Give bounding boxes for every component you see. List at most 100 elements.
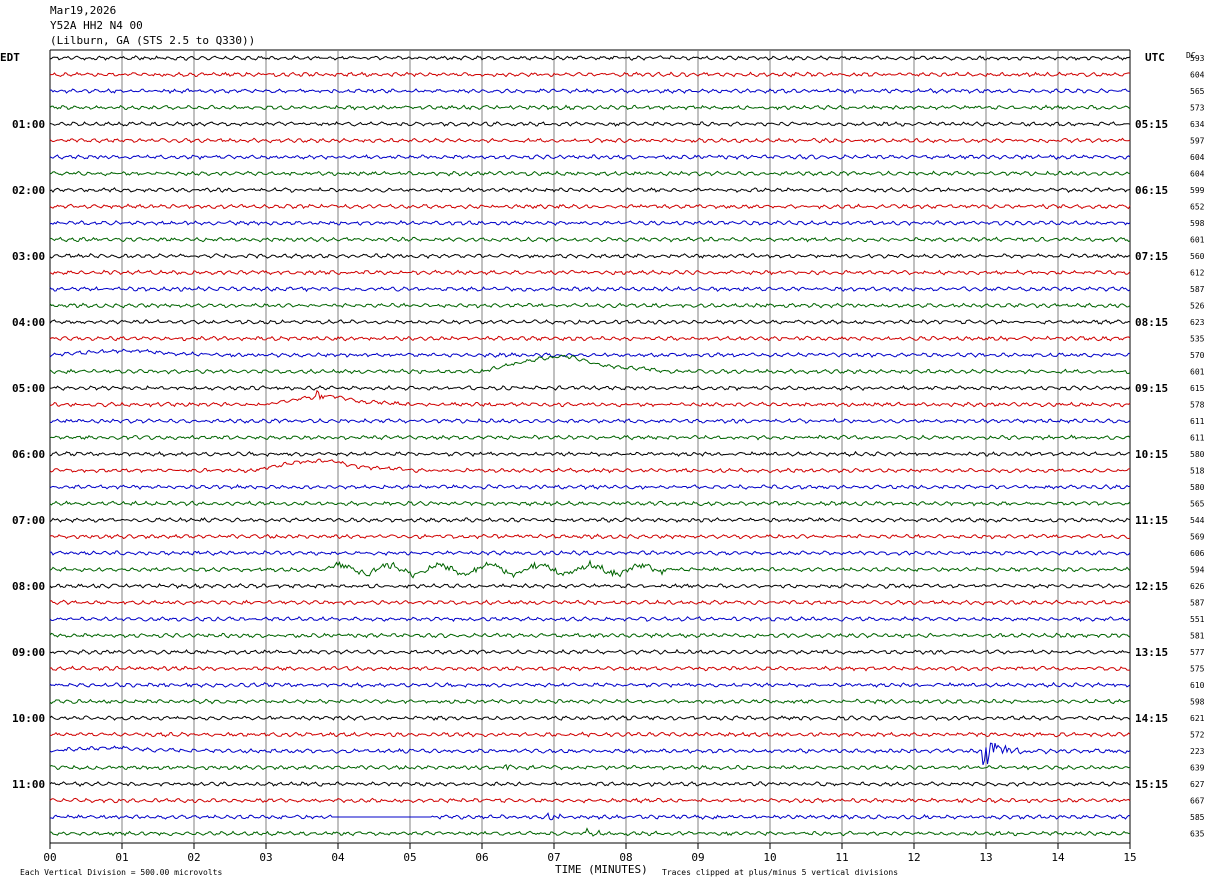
dc-offset-label: 570 bbox=[1190, 351, 1205, 360]
right-hour-label: 07:15 bbox=[1135, 250, 1168, 263]
dc-offset-label: 599 bbox=[1190, 186, 1205, 195]
dc-offset-label: 623 bbox=[1190, 318, 1205, 327]
trace-line bbox=[49, 137, 1131, 144]
dc-offset-label: 626 bbox=[1190, 582, 1205, 591]
left-hour-label: 02:00 bbox=[12, 184, 45, 197]
trace-line bbox=[49, 827, 1131, 837]
dc-offset-label: 569 bbox=[1190, 533, 1205, 542]
trace-line bbox=[49, 450, 1131, 457]
dc-offset-label: 560 bbox=[1190, 252, 1205, 261]
trace-line bbox=[49, 104, 1131, 111]
dc-offset-label: 621 bbox=[1190, 714, 1205, 723]
trace-line bbox=[49, 715, 1131, 722]
trace-line bbox=[49, 648, 1131, 655]
left-hour-label: 11:00 bbox=[12, 778, 45, 791]
trace-line bbox=[49, 348, 1130, 358]
right-hour-label: 06:15 bbox=[1135, 184, 1168, 197]
trace-line bbox=[49, 764, 1130, 771]
dc-offset-label: 598 bbox=[1190, 219, 1205, 228]
trace-line bbox=[49, 88, 1131, 95]
dc-offset-label: 652 bbox=[1190, 203, 1205, 212]
trace-line bbox=[49, 71, 1131, 78]
trace-line bbox=[49, 665, 1131, 672]
x-tick-label: 11 bbox=[835, 851, 848, 864]
trace-line bbox=[49, 599, 1131, 606]
trace-line bbox=[49, 236, 1131, 243]
dc-offset-label: 635 bbox=[1190, 830, 1205, 839]
dc-offset-label: 585 bbox=[1190, 813, 1205, 822]
trace-line bbox=[49, 121, 1131, 127]
trace-line bbox=[49, 458, 1131, 474]
dc-offset-label: 667 bbox=[1190, 797, 1205, 806]
right-hour-label: 15:15 bbox=[1135, 778, 1168, 791]
right-hour-label: 14:15 bbox=[1135, 712, 1168, 725]
dc-offset-label: 587 bbox=[1190, 599, 1205, 608]
left-hour-label: 05:00 bbox=[12, 382, 45, 395]
dc-offset-label: 594 bbox=[1190, 566, 1205, 575]
trace-line bbox=[49, 681, 1131, 688]
dc-offset-label: 578 bbox=[1190, 401, 1205, 410]
trace-line bbox=[49, 203, 1131, 210]
x-tick-label: 02 bbox=[187, 851, 200, 864]
trace-line bbox=[49, 335, 1131, 342]
dc-offset-label: 581 bbox=[1190, 632, 1205, 641]
trace-line bbox=[49, 500, 1131, 507]
station-label: Y52A HH2 N4 00 bbox=[50, 19, 143, 32]
x-tick-label: 13 bbox=[979, 851, 992, 864]
x-tick-label: 14 bbox=[1051, 851, 1065, 864]
dc-offset-label: 604 bbox=[1190, 71, 1205, 80]
x-tick-label: 06 bbox=[475, 851, 488, 864]
dc-offset-label: 565 bbox=[1190, 500, 1205, 509]
dc-offset-label: 604 bbox=[1190, 170, 1205, 179]
trace-line bbox=[49, 170, 1131, 177]
dc-offset-label: 598 bbox=[1190, 698, 1205, 707]
trace-line bbox=[49, 417, 1131, 424]
trace-line bbox=[49, 219, 1131, 227]
left-hour-label: 06:00 bbox=[12, 448, 45, 461]
dc-offset-label: 580 bbox=[1190, 450, 1205, 459]
dc-offset-label: 611 bbox=[1190, 417, 1205, 426]
right-hour-label: 05:15 bbox=[1135, 118, 1168, 131]
dc-offset-label: 572 bbox=[1190, 731, 1205, 740]
x-tick-label: 05 bbox=[403, 851, 416, 864]
dc-offset-label: 580 bbox=[1190, 483, 1205, 492]
location-label: (Lilburn, GA (STS 2.5 to Q330)) bbox=[50, 34, 256, 47]
dc-offset-label: 604 bbox=[1190, 153, 1205, 162]
dc-offset-label: 526 bbox=[1190, 302, 1205, 311]
right-hour-label: 13:15 bbox=[1135, 646, 1168, 659]
right-hour-label: 11:15 bbox=[1135, 514, 1168, 527]
trace-line bbox=[49, 742, 1131, 766]
x-tick-label: 07 bbox=[547, 851, 560, 864]
right-hour-label: 10:15 bbox=[1135, 448, 1168, 461]
dc-offset-label: 544 bbox=[1190, 516, 1205, 525]
dc-offset-label: 611 bbox=[1190, 434, 1205, 443]
dc-offset-label: 565 bbox=[1190, 87, 1205, 96]
x-axis-title: TIME (MINUTES) bbox=[555, 863, 648, 876]
trace-line bbox=[49, 354, 1131, 375]
trace-line bbox=[49, 550, 1131, 556]
x-tick-label: 03 bbox=[259, 851, 272, 864]
dc-offset-label: 223 bbox=[1190, 747, 1205, 756]
x-tick-label: 04 bbox=[331, 851, 345, 864]
right-hour-label: 12:15 bbox=[1135, 580, 1168, 593]
x-tick-label: 15 bbox=[1123, 851, 1136, 864]
trace-line bbox=[49, 616, 1130, 622]
dc-offset-label: 634 bbox=[1190, 120, 1205, 129]
trace-line bbox=[49, 302, 1131, 309]
trace-line bbox=[49, 389, 1131, 408]
x-tick-label: 10 bbox=[763, 851, 776, 864]
x-tick-label: 00 bbox=[43, 851, 56, 864]
trace-line bbox=[49, 384, 1131, 392]
left-hour-label: 07:00 bbox=[12, 514, 45, 527]
dc-offset-label: 575 bbox=[1190, 665, 1205, 674]
date-label: Mar19,2026 bbox=[50, 4, 117, 17]
left-hour-label: 10:00 bbox=[12, 712, 45, 725]
trace-group bbox=[49, 55, 1131, 837]
trace-line bbox=[49, 483, 1131, 490]
axis-labels: EDT UTC DC TIME (MINUTES) Each Vertical … bbox=[0, 51, 1205, 877]
dc-offset-label: 597 bbox=[1190, 137, 1205, 146]
trace-line bbox=[49, 781, 1131, 787]
dc-offset-label: 612 bbox=[1190, 269, 1205, 278]
trace-line bbox=[49, 269, 1131, 276]
